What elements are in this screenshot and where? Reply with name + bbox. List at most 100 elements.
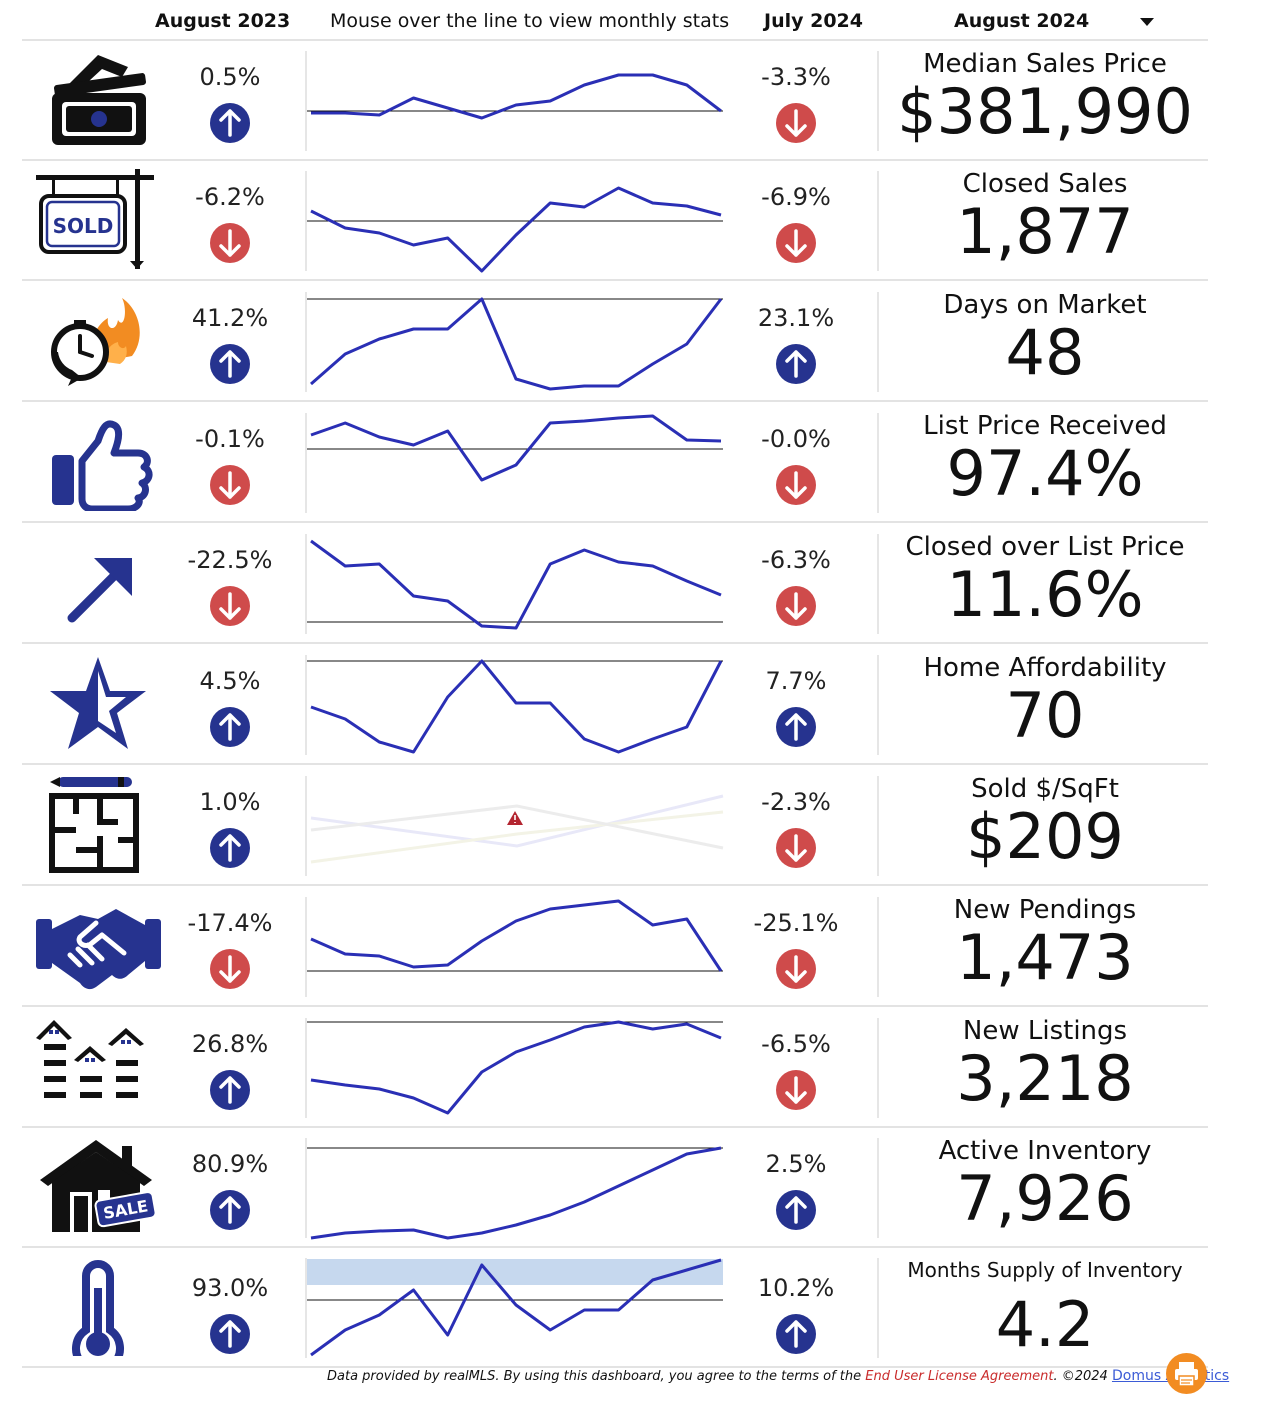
arrow-down-icon [776, 465, 816, 505]
column-divider [877, 776, 879, 876]
sparkline[interactable] [307, 1010, 725, 1126]
sold-sign-icon: SOLD [36, 169, 161, 269]
arrow-down-icon [776, 949, 816, 989]
floorplan-icon [36, 774, 161, 874]
metric-name: Home Affordability [923, 653, 1167, 683]
arrow-down-icon [210, 949, 250, 989]
metric-summary: Closed Sales 1,877 [882, 169, 1208, 264]
yoy-change: 26.8% [191, 1030, 269, 1058]
metric-summary: Days on Market 48 [882, 290, 1208, 385]
metric-summary: Closed over List Price 11.6% [882, 532, 1208, 627]
mom-change: -3.3% [761, 63, 831, 91]
footer-disclaimer: Data provided by realMLS. By using this … [327, 1368, 1229, 1384]
chevron-down-icon[interactable] [1140, 18, 1154, 26]
svg-text:SOLD: SOLD [53, 214, 114, 238]
handshake-icon [36, 895, 161, 995]
arrow-down-icon [776, 828, 816, 868]
money-icon [36, 49, 161, 149]
yoy-change: -6.2% [195, 183, 265, 211]
period-select[interactable]: August 2024 [954, 10, 1164, 32]
metric-value: 97.4% [946, 437, 1144, 510]
metric-row: -17.4% -25.1% New Pendings 1,473 [22, 887, 1208, 1007]
yoy-change: 1.0% [199, 788, 261, 816]
metric-name: Closed over List Price [905, 532, 1185, 562]
metric-row: SALE 80.9% 2.5% Active Inventory 7,926 [22, 1128, 1208, 1248]
arrow-down-icon [776, 586, 816, 626]
sparkline-series [310, 186, 722, 273]
column-divider [305, 1018, 307, 1118]
column-divider [877, 171, 879, 271]
mom-change: 10.2% [757, 1274, 835, 1302]
sparkline-series [311, 73, 722, 120]
metric-row: 93.0% 10.2% Months Supply of Inventory 4.2 [22, 1248, 1208, 1375]
hover-hint: Mouse over the line to view monthly stat… [330, 10, 730, 32]
mom-change: -6.9% [761, 183, 831, 211]
mom-change: -6.3% [761, 546, 831, 574]
yoy-change: 80.9% [191, 1150, 269, 1178]
mom-change: -2.3% [761, 788, 831, 816]
metric-row: 0.5% -3.3% Median Sales Price $381,990 [22, 41, 1208, 161]
period-select-value: August 2024 [954, 10, 1090, 32]
metric-name: New Listings [962, 1016, 1128, 1046]
arrow-up-icon [210, 707, 250, 747]
column-header-july-2024: July 2024 [764, 10, 863, 32]
arrow-up-icon [210, 344, 250, 384]
arrow-down-icon [776, 1070, 816, 1110]
arrow-down-icon [776, 103, 816, 143]
column-divider [305, 292, 307, 392]
column-header-august-2023: August 2023 [155, 10, 291, 32]
metric-value: 11.6% [946, 558, 1144, 631]
star-icon [36, 653, 161, 753]
metric-name: Active Inventory [938, 1136, 1152, 1166]
column-divider [305, 413, 307, 513]
column-divider [305, 776, 307, 876]
placeholder-line [310, 794, 724, 848]
sparkline[interactable] [307, 405, 725, 521]
metric-summary: List Price Received 97.4% [882, 411, 1208, 506]
sparkline[interactable] [307, 647, 725, 763]
arrow-down-icon [776, 223, 816, 263]
placeholder-line [310, 810, 724, 864]
arrow-up-icon [776, 1314, 816, 1354]
arrow-down-icon [210, 465, 250, 505]
arrow-up-icon [776, 1190, 816, 1230]
sparkline[interactable] [307, 43, 725, 159]
thumbs-up-icon [36, 411, 161, 513]
sparkline[interactable] [307, 163, 725, 279]
eula-link[interactable]: End User License Agreement [865, 1369, 1054, 1384]
sparkline-series [310, 1146, 722, 1240]
metric-value: 1,877 [956, 195, 1134, 268]
metric-value: 70 [1005, 679, 1085, 752]
arrow-up-icon [210, 828, 250, 868]
footer-mid: . ©2024 [1053, 1369, 1112, 1384]
metric-row: 1.0% -2.3% Sold $/SqFt $209 [22, 766, 1208, 886]
sparkline-series [310, 659, 723, 754]
print-button[interactable] [1166, 1353, 1207, 1394]
sparkline-series [310, 539, 722, 630]
printer-icon [1175, 1362, 1198, 1387]
sparkline-series [310, 1020, 722, 1115]
arrow-up-icon [776, 344, 816, 384]
arrow-up-icon [210, 1070, 250, 1110]
thermometer-icon [36, 1256, 161, 1375]
yoy-change: -17.4% [187, 909, 273, 937]
column-divider [305, 534, 307, 634]
sparkline[interactable] [307, 1130, 725, 1246]
yoy-change: 93.0% [191, 1274, 269, 1302]
sparkline[interactable] [307, 1250, 725, 1366]
column-divider [305, 171, 307, 271]
metric-value: 1,473 [956, 921, 1134, 994]
sparkline[interactable] [307, 768, 725, 884]
sparkline[interactable] [307, 526, 725, 642]
column-divider [305, 51, 307, 151]
metric-name: New Pendings [953, 895, 1137, 925]
metric-summary: Sold $/SqFt $209 [882, 774, 1208, 869]
metric-row: 4.5% 7.7% Home Affordability 70 [22, 645, 1208, 765]
sparkline[interactable] [307, 284, 725, 400]
metric-row: 26.8% -6.5% New Listings 3,218 [22, 1008, 1208, 1128]
arrow-up-icon [776, 707, 816, 747]
arrow-up-icon [210, 1314, 250, 1354]
arrow-up-icon [210, 1190, 250, 1230]
sparkline[interactable] [307, 889, 725, 1005]
metric-row: 41.2% 23.1% Days on Market 48 [22, 282, 1208, 402]
